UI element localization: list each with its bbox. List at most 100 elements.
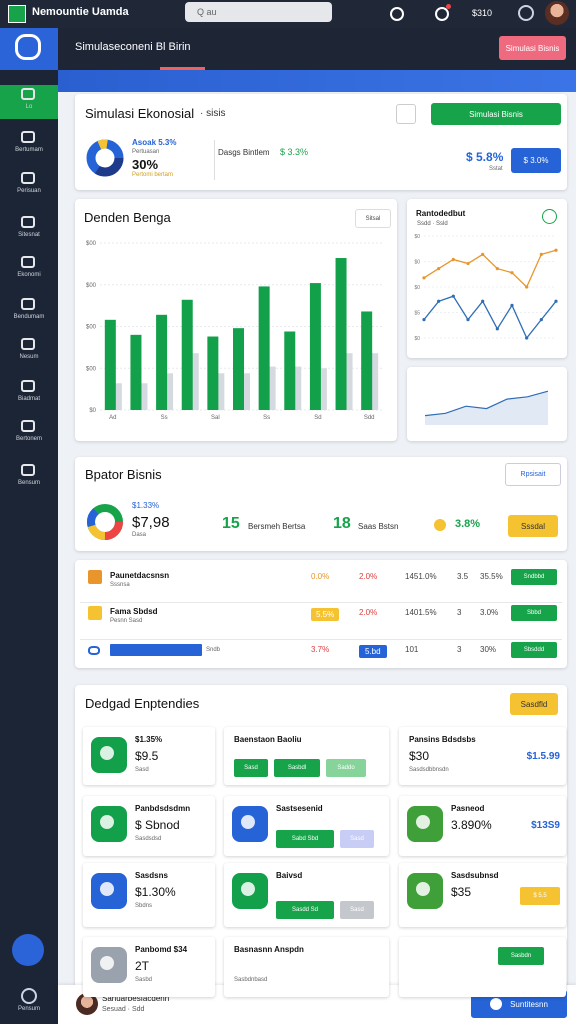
row-button[interactable]: Sndbbd (511, 569, 557, 585)
card-title: Basnasnn Anspdn (234, 945, 304, 954)
summary-title: Simulasi Ekonosial (85, 106, 195, 121)
sidebar (0, 28, 58, 1024)
icon[interactable] (390, 7, 404, 21)
kpi-sub: Pertuasan (132, 149, 160, 155)
settings-icon[interactable] (21, 988, 37, 1004)
line-chart-title: Rantodedbut (416, 209, 466, 218)
header-bar (58, 28, 576, 70)
table-cell: 3.7% (311, 645, 330, 654)
donut-segment (87, 504, 123, 540)
sidebar-label: Biadmat (17, 396, 40, 402)
summary-button[interactable]: Simulasi Bisnis (431, 103, 561, 125)
header-button[interactable]: Simulasi Bisnis (499, 36, 566, 60)
card-chip[interactable]: $ 5.5 (520, 887, 560, 905)
sidebar-icon[interactable] (21, 88, 35, 100)
sidebar-icon[interactable] (21, 172, 35, 184)
card-title: Baivsd (276, 871, 303, 880)
card-note: Sasbd (135, 977, 153, 983)
row-icon (88, 606, 102, 620)
icon-button[interactable] (396, 104, 416, 124)
table-cell: 30% (480, 645, 497, 654)
sidebar-label: Lo (25, 104, 33, 110)
sidebar-icon[interactable] (21, 420, 35, 432)
blue-button[interactable]: $ 3.0% (511, 148, 561, 173)
sidebar-icon[interactable] (21, 380, 35, 392)
card-value: $1.30% (135, 885, 176, 899)
card-note: Sasdsdsd (135, 836, 162, 842)
coin-icon (434, 519, 446, 531)
donut-segment (86, 139, 124, 177)
sidebar-icon[interactable] (21, 256, 35, 268)
sidebar-fab[interactable] (12, 934, 44, 966)
stat-label: Saas Bstsn (358, 522, 399, 531)
table-cell: 1451.0% (405, 572, 437, 581)
avatar[interactable] (545, 1, 569, 25)
bar-chart-card (75, 199, 397, 441)
footer-button-label: Suntitesnn (510, 999, 548, 1009)
sidebar-label: Perisuan (17, 188, 41, 194)
table-cell: 101 (405, 645, 419, 654)
sidebar-label: Bendumam (13, 314, 45, 320)
card-icon-glyph (416, 882, 430, 896)
row-sub: Sndb (206, 647, 221, 653)
bar-chart-filter[interactable]: Sitsal (355, 209, 391, 228)
card-chip[interactable]: Sasdd Sd (276, 901, 334, 919)
sidebar-logo-icon (15, 34, 41, 60)
table-cell: 1401.5% (405, 608, 437, 617)
row-name: Fama Sbdsd (110, 607, 158, 616)
settings-label: Pensum (17, 1006, 40, 1012)
card-title: Baenstaon Baoliu (234, 735, 302, 744)
card-note: Sasd (135, 767, 149, 773)
card-chip[interactable]: Sasd (234, 759, 268, 777)
sidebar-label: Bertumam (15, 147, 43, 153)
card-chip[interactable]: Sasd (340, 830, 374, 848)
table-cell: 5.bd (359, 645, 387, 658)
sidebar-icon[interactable] (21, 338, 35, 350)
card-chip[interactable]: Saddo (326, 759, 366, 777)
enterprise-button[interactable]: Sasdfld (510, 693, 558, 715)
sidebar-active (0, 85, 58, 119)
sidebar-icon[interactable] (21, 216, 35, 228)
icon[interactable] (435, 7, 449, 21)
row-icon (88, 646, 100, 655)
kpi-label: $1.33% (132, 501, 160, 510)
card-chip[interactable]: Sasd (340, 901, 374, 919)
sidebar-icon[interactable] (21, 131, 35, 143)
table-cell: 3.5 (457, 572, 469, 581)
sub-card (399, 727, 566, 785)
yellow-button[interactable]: Sssdal (508, 515, 558, 537)
kpi-note: Dasa (132, 532, 147, 538)
sidebar-icon[interactable] (21, 464, 35, 476)
row-name: Paunetdacsnsn (110, 571, 170, 580)
card-icon-glyph (416, 815, 430, 829)
sidebar-label: Bensum (17, 480, 40, 486)
stat-value: 15 (222, 515, 240, 532)
card-value: $30 (409, 749, 430, 763)
row-icon (88, 570, 102, 584)
sidebar-label: Bertonem (15, 436, 42, 442)
row-button[interactable]: Sbsddd (511, 642, 557, 658)
search-box[interactable]: Q au (185, 2, 332, 22)
donut-segment (86, 139, 124, 177)
sidebar-label: Sitesnat (18, 232, 40, 238)
row-button[interactable]: Sbbd (511, 605, 557, 621)
kpi-value: $7,98 (132, 514, 170, 531)
sub-card (224, 937, 389, 997)
card-note: Sasdsdbbnsdn (409, 767, 449, 773)
card-chip[interactable]: Sasbdl (274, 759, 320, 777)
divider (214, 140, 215, 180)
line-chart-icon[interactable] (542, 209, 557, 224)
footer-avatar (76, 993, 98, 1015)
mid-value: $ 3.3% (280, 147, 309, 157)
card-chip[interactable]: Sasbdn (498, 947, 544, 965)
sidebar-label: Ekonomi (17, 272, 41, 278)
app-logo (8, 5, 26, 23)
business-donut (87, 504, 123, 540)
business-button[interactable]: Rpsisait (505, 463, 561, 486)
row-sub: Sssnsa (110, 582, 130, 588)
card-chip[interactable]: Sabd Sbd (276, 830, 334, 848)
progress-bar (110, 644, 202, 656)
card-title: Sasdsubnsd (451, 871, 499, 880)
sidebar-icon[interactable] (21, 298, 35, 310)
icon[interactable] (518, 5, 534, 21)
